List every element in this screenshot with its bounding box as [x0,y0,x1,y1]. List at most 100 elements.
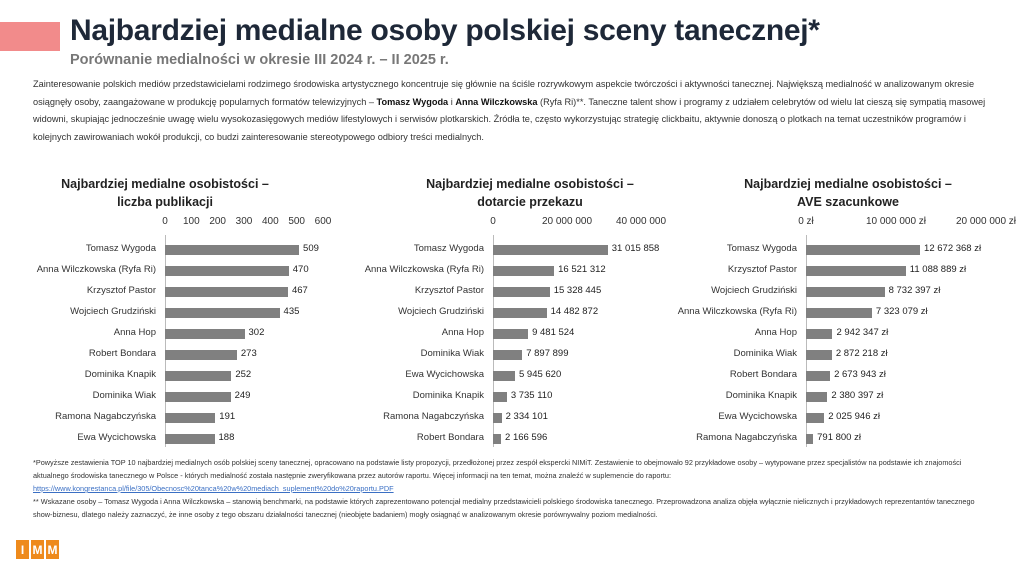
bar [493,350,523,360]
category-label: Wojciech Grudziński [398,306,484,317]
bar [806,245,921,255]
category-label: Robert Bondara [416,432,484,443]
bar [806,371,831,381]
bar-row: Robert Bondara 2 166 596 [0,432,1024,453]
chart-title: Najbardziej medialne osobistości – AVE sz… [718,175,978,211]
bar-row: Wojciech Grudziński 14 482 872 [0,306,1024,327]
tick-label: 600 [314,216,332,227]
value-label: 188 [218,432,235,443]
logo-letter: I [16,540,29,559]
category-label: Anna Wilczkowska (Ryfa Ri) [677,306,797,317]
category-label: Ramona Nagabczyńska [55,411,156,422]
chart-title-line: Najbardziej medialne osobistości – [426,177,634,191]
value-label: 2 334 101 [505,411,548,422]
bar [493,308,547,318]
footnote-2: ** Wskazane osoby – Tomasz Wygoda i Anna… [33,497,975,519]
bar-row: Dominika Wiak 249 [0,390,1024,411]
category-label: Tomasz Wygoda [726,243,797,254]
tick-label: 10 000 000 zł [865,216,927,227]
bar-row: Anna Hop 302 [0,327,1024,348]
category-label: Anna Wilczkowska (Ryfa Ri) [36,264,156,275]
bar [806,266,906,276]
bar-row: Anna Wilczkowska (Ryfa Ri) 16 521 312 [0,264,1024,285]
bar [165,434,215,444]
intro-name-2: Anna Wilczkowska [455,96,538,107]
intro-name-1: Tomasz Wygoda [376,96,449,107]
value-label: 509 [303,243,319,254]
category-label: Wojciech Grudziński [711,285,797,296]
tick-label: 0 zł [798,216,814,227]
bar [806,308,872,318]
bar-row: Krzysztof Pastor 467 [0,285,1024,306]
bar [165,266,289,276]
tick-label: 500 [288,216,305,227]
bar [165,329,245,339]
value-label: 249 [234,390,251,401]
bar-row: Ramona Nagabczyńska 791 800 zł [0,432,1024,453]
category-label: Ewa Wycichowska [77,432,156,443]
intro-text-2: (Ryfa Ri)**. Taneczne talent show i prog… [33,96,986,142]
bar-row: Tomasz Wygoda 509 [0,243,1024,264]
value-label: 9 481 524 [532,327,575,338]
bar [165,287,288,297]
tick-label: 400 [261,216,279,227]
chart-title-line: dotarcie przekazu [477,195,583,209]
tick-label: 20 000 000 zł [955,216,1017,227]
category-label: Dominika Knapik [412,390,484,401]
bar-row: Krzysztof Pastor 11 088 889 zł [0,264,1024,285]
chart-title: Najbardziej medialne osobistości – liczba… [35,175,295,211]
value-label: 2 025 946 zł [828,411,880,422]
bar [806,434,814,444]
chart-title-line: Najbardziej medialne osobistości – [61,177,269,191]
bar-row: Dominika Knapik 252 [0,369,1024,390]
value-label: 12 672 368 zł [924,243,982,254]
bar [165,350,237,360]
category-label: Dominika Wiak [733,348,797,359]
bar-row: Tomasz Wygoda 12 672 368 zł [0,243,1024,264]
bar [493,434,502,444]
value-label: 8 732 397 zł [888,285,941,296]
bar [493,245,608,255]
tick-label: 200 [209,216,226,227]
value-label: 2 872 218 zł [835,348,888,359]
tick-label: 300 [235,216,253,227]
category-label: Krzysztof Pastor [86,285,156,296]
tick-label: 40 000 000 [615,216,667,227]
category-label: Tomasz Wygoda [413,243,484,254]
logo-letter: M [46,540,59,559]
bar-row: Ewa Wycichowska 188 [0,432,1024,453]
bar [165,371,232,381]
category-label: Wojciech Grudziński [70,306,156,317]
bar-row: Dominika Wiak 2 872 218 zł [0,348,1024,369]
value-label: 31 015 858 [611,243,660,254]
bar [165,413,216,423]
bar [806,329,833,339]
value-label: 791 800 zł [817,432,861,443]
bar [493,392,507,402]
footnote-1: *Powyższe zestawienia TOP 10 najbardziej… [33,458,962,480]
bar-row: Anna Hop 2 942 347 zł [0,327,1024,348]
category-label: Dominika Wiak [92,390,156,401]
bar [165,308,280,318]
bar-row: Ramona Nagabczyńska 191 [0,411,1024,432]
bar [493,329,529,339]
chart-title-line: liczba publikacji [117,195,213,209]
bar-row: Anna Wilczkowska (Ryfa Ri) 7 323 079 zł [0,306,1024,327]
footnotes: *Powyższe zestawienia TOP 10 najbardziej… [33,456,993,521]
value-label: 470 [292,264,309,275]
bar [165,392,231,402]
bar [806,392,828,402]
category-label: Ramona Nagabczyńska [383,411,484,422]
bar-row: Ewa Wycichowska 5 945 620 [0,369,1024,390]
report-link[interactable]: https://www.kongrestanca.pl/file/305/Obe… [33,484,394,493]
category-label: Krzysztof Pastor [727,264,797,275]
bar [806,287,885,297]
value-label: 435 [283,306,300,317]
category-label: Tomasz Wygoda [85,243,156,254]
page-title: Najbardziej medialne osoby polskiej scen… [70,14,820,47]
bar-row: Wojciech Grudziński 8 732 397 zł [0,285,1024,306]
value-label: 14 482 872 [550,306,599,317]
bar-row: Krzysztof Pastor 15 328 445 [0,285,1024,306]
bar-row: Wojciech Grudziński 435 [0,306,1024,327]
